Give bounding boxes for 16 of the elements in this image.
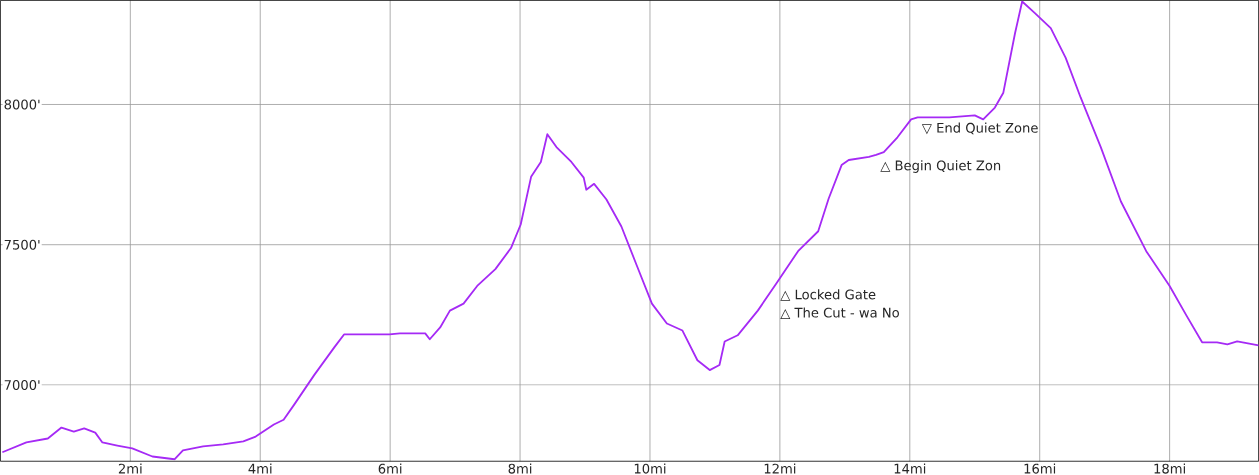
y-tick-label: 8000' [4, 99, 40, 110]
x-tick-label: 10mi [634, 463, 666, 474]
annotation: ▽ End Quiet Zone [921, 122, 1038, 135]
annotation: △ The Cut - wa No [780, 307, 899, 320]
x-tick-label: 18mi [1154, 463, 1185, 474]
x-tick-label: 6mi [378, 463, 402, 474]
annotation: △ Locked Gate [780, 289, 876, 301]
y-tick-label: 7500' [4, 239, 40, 250]
annotation: △ Begin Quiet Zon [880, 160, 1001, 174]
x-tick-label: 8mi [508, 463, 532, 474]
x-tick-label: 14mi [894, 463, 926, 474]
x-tick-label: 4mi [248, 463, 272, 474]
x-tick-label: 2mi [118, 463, 142, 474]
y-tick-label: 7000' [4, 380, 40, 391]
x-tick-label: 16mi [1024, 463, 1056, 474]
x-tick-label: 12mi [764, 463, 796, 474]
